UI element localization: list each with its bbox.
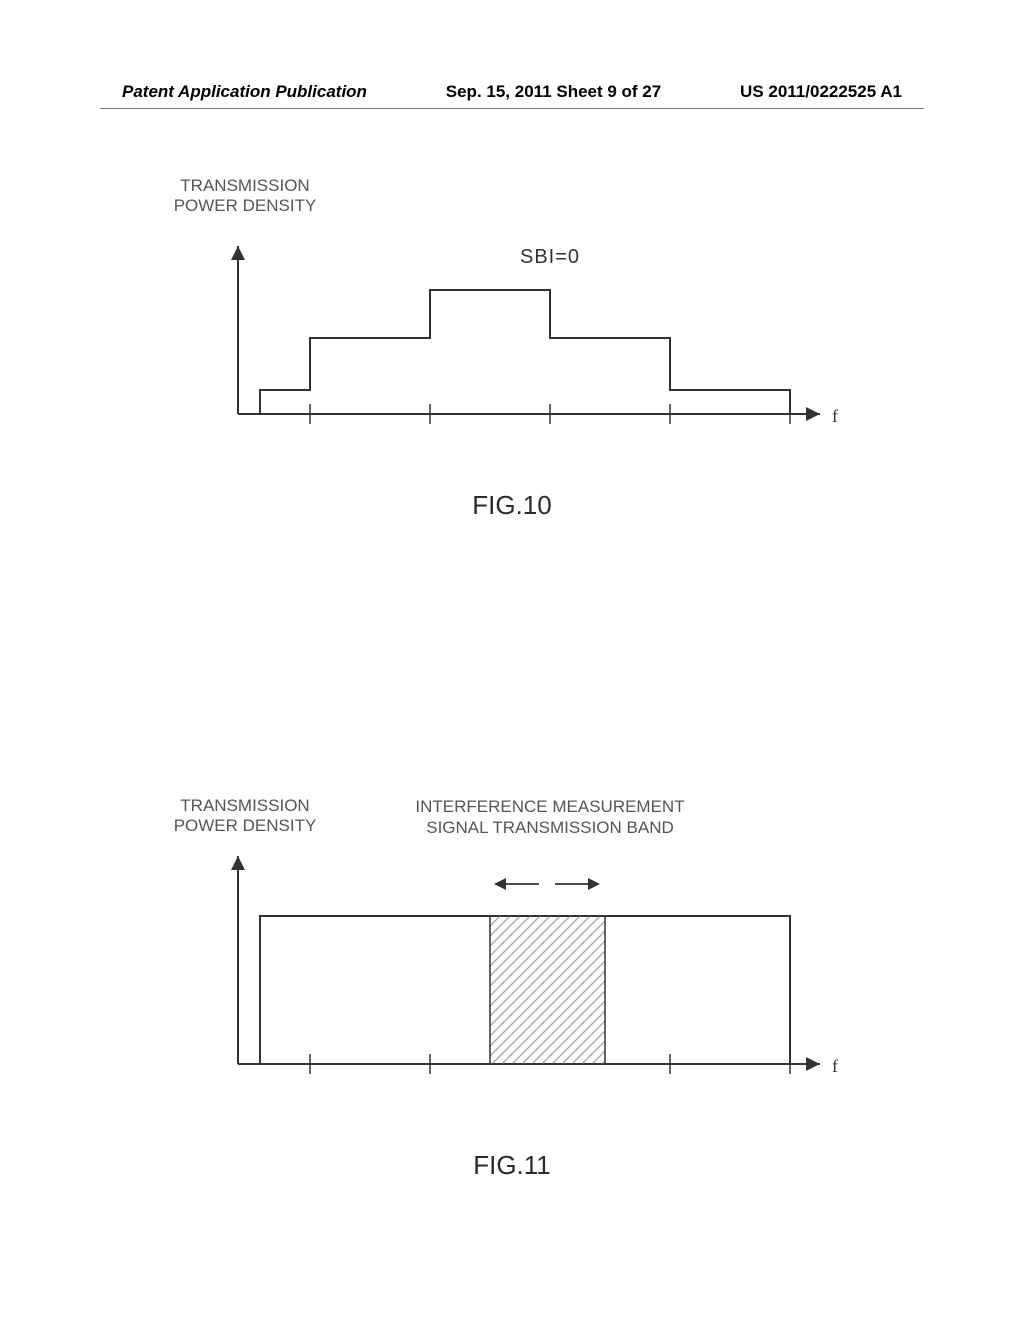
- fig11-caption: FIG.11: [0, 1150, 1024, 1181]
- header-center: Sep. 15, 2011 Sheet 9 of 27: [446, 82, 661, 102]
- header-left: Patent Application Publication: [122, 82, 367, 102]
- fig10-caption: FIG.10: [0, 490, 1024, 521]
- fig11-svg: [200, 796, 880, 1116]
- header-right: US 2011/0222525 A1: [740, 82, 902, 102]
- header-rule: [100, 108, 924, 109]
- fig11-x-axis-label: f: [832, 1056, 838, 1077]
- fig10-svg: [200, 176, 880, 476]
- page-header: Patent Application Publication Sep. 15, …: [0, 82, 1024, 102]
- fig10-x-axis-label: f: [832, 406, 838, 427]
- figure-11: TRANSMISSION POWER DENSITY INTERFERENCE …: [200, 796, 880, 1116]
- figure-10: TRANSMISSION POWER DENSITY SBI=0 f: [200, 176, 880, 476]
